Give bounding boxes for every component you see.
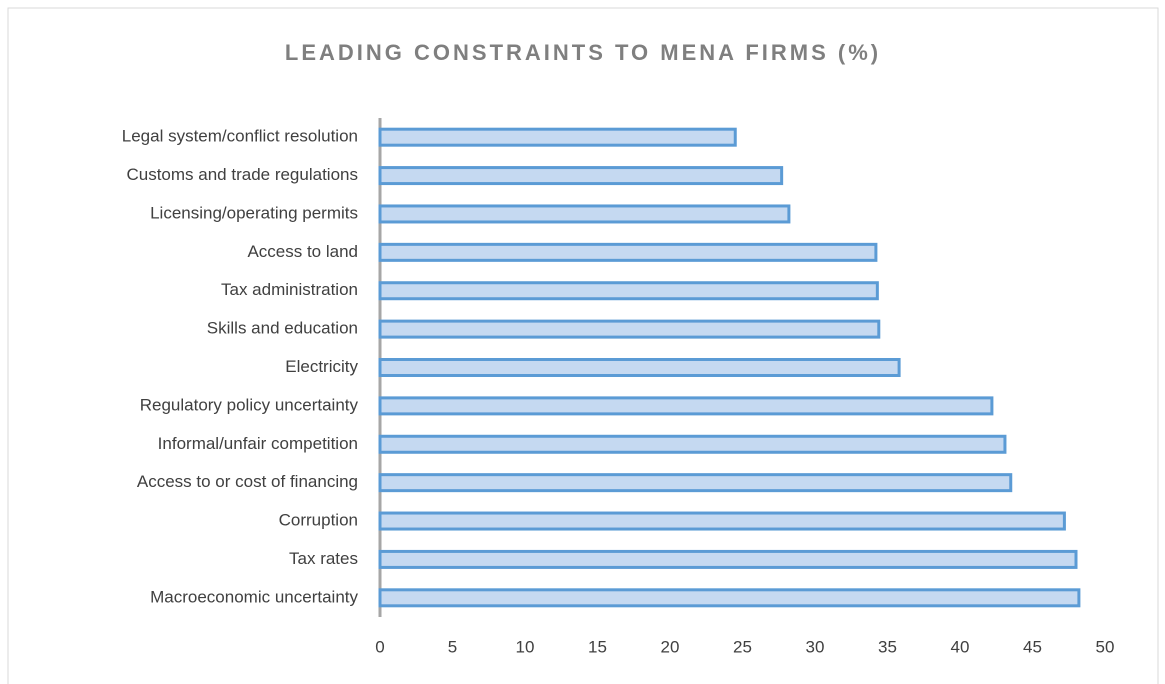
y-tick-label: Skills and education [207, 319, 358, 338]
x-tick-label: 50 [1096, 637, 1115, 656]
bar [378, 511, 1066, 531]
x-tick-label: 35 [878, 637, 897, 656]
y-tick-label: Macroeconomic uncertainty [150, 587, 358, 606]
bar [378, 166, 784, 186]
y-tick-label: Corruption [279, 511, 358, 530]
x-tick-label: 40 [951, 637, 970, 656]
y-tick-label: Access to land [247, 242, 358, 261]
chart-frame [7, 7, 1159, 684]
bar [378, 473, 1013, 493]
bar [378, 396, 994, 416]
bar [378, 242, 878, 262]
bar [378, 204, 791, 224]
y-tick-label: Access to or cost of financing [137, 472, 358, 491]
y-tick-label: Electricity [285, 357, 358, 376]
bar [378, 358, 901, 377]
bar [378, 127, 737, 147]
x-tick-label: 15 [588, 637, 607, 656]
x-tick-label: 0 [375, 637, 384, 656]
y-tick-label: Regulatory policy uncertainty [140, 395, 359, 414]
bar [378, 319, 881, 339]
bar [378, 549, 1078, 569]
x-tick-label: 10 [516, 637, 535, 656]
x-tick-label: 45 [1023, 637, 1042, 656]
y-tick-label: Licensing/operating permits [150, 203, 358, 222]
bar [378, 434, 1007, 454]
y-tick-label: Tax administration [221, 280, 358, 299]
x-tick-label: 25 [733, 637, 752, 656]
x-tick-label: 5 [448, 637, 457, 656]
bar [378, 281, 879, 301]
y-tick-label: Tax rates [289, 549, 358, 568]
chart-title: LEADING CONSTRAINTS TO MENA FIRMS (%) [285, 40, 881, 65]
y-tick-label: Customs and trade regulations [126, 165, 358, 184]
y-tick-label: Informal/unfair competition [158, 434, 358, 453]
y-tick-label: Legal system/conflict resolution [122, 127, 358, 146]
bar [378, 588, 1081, 608]
x-tick-label: 20 [661, 637, 680, 656]
x-tick-label: 30 [806, 637, 825, 656]
